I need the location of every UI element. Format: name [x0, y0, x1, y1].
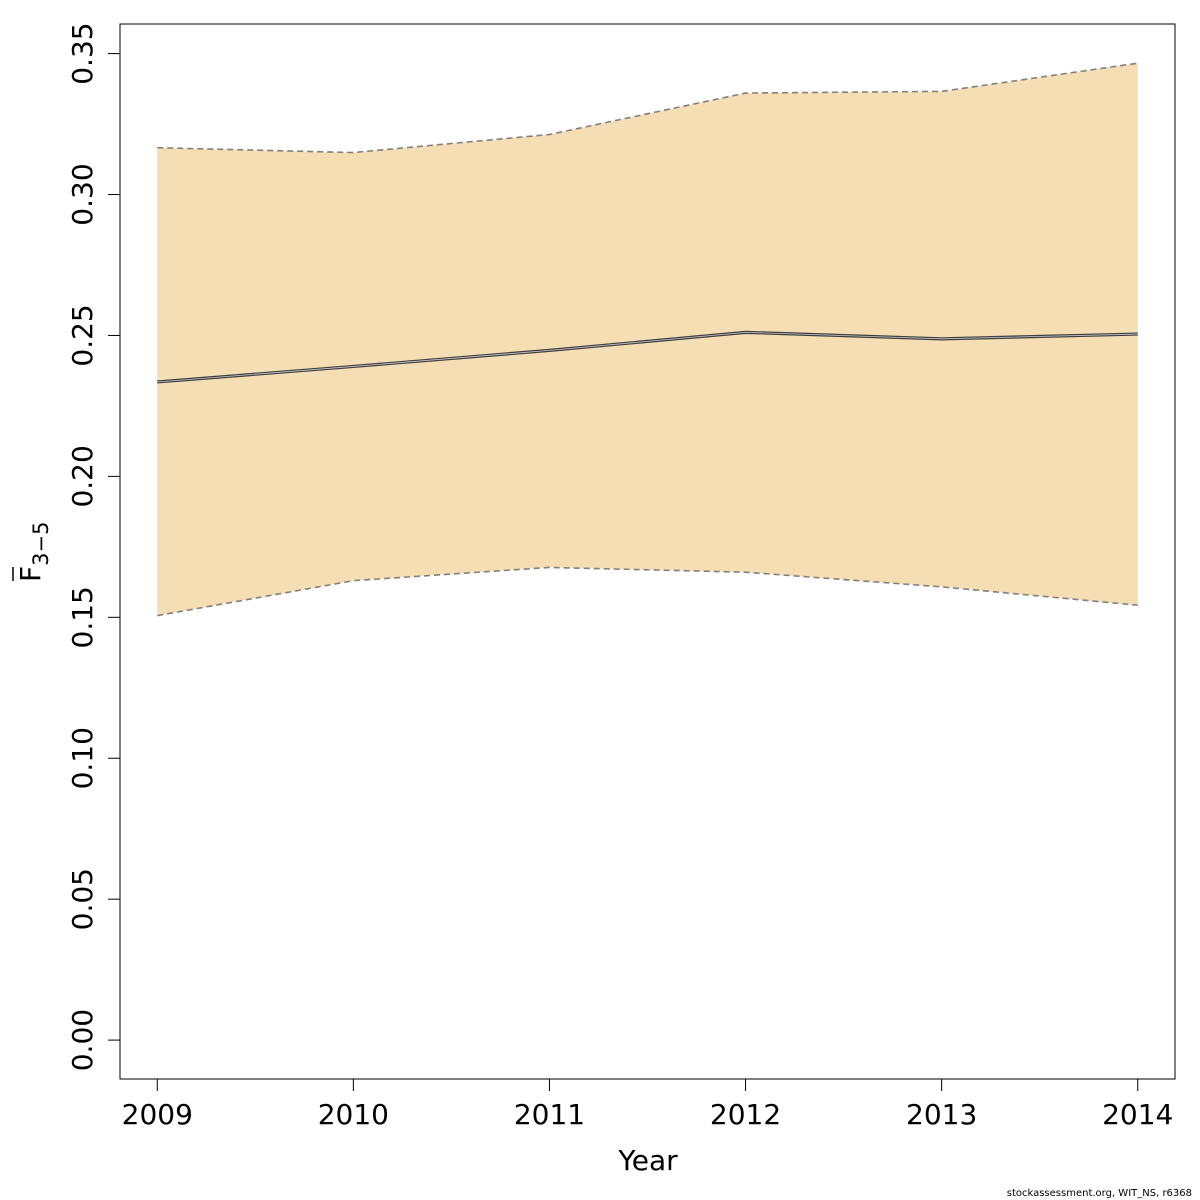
y-axis-title-main: F	[14, 566, 47, 582]
x-axis: 2009 2010 2011 2012 2013 2014	[122, 1079, 1173, 1131]
x-tick-label: 2012	[710, 1098, 781, 1131]
y-axis-title-subscript: 3−5	[29, 522, 53, 566]
series-line-highlight-0	[157, 331, 1138, 383]
footer-credit: stockassessment.org, WIT_NS, r6368	[1006, 1188, 1192, 1199]
y-tick-label: 0.35	[66, 22, 99, 84]
y-tick-label: 0.30	[66, 163, 99, 225]
upper-bound-line	[157, 62, 1138, 154]
y-axis: 0.00 0.05 0.10 0.15 0.20 0.25 0.30 0.35	[66, 22, 120, 1071]
lower-bound-line	[157, 566, 1138, 617]
x-tick-label: 2014	[1102, 1098, 1173, 1131]
series-line-layer	[157, 330, 1138, 384]
y-tick-label: 0.25	[66, 304, 99, 366]
x-tick-label: 2011	[514, 1098, 585, 1131]
y-tick-label: 0.20	[66, 445, 99, 507]
x-tick-label: 2010	[318, 1098, 389, 1131]
y-tick-label: 0.00	[66, 1009, 99, 1071]
y-tick-label: 0.15	[66, 586, 99, 648]
y-tick-label: 0.10	[66, 727, 99, 789]
plot-frame	[119, 23, 1176, 1080]
x-axis-title: Year	[617, 1144, 678, 1177]
y-tick-label: 0.05	[66, 868, 99, 930]
confidence-band-layer	[157, 62, 1138, 617]
confidence-band-area	[157, 63, 1138, 616]
x-tick-label: 2013	[906, 1098, 977, 1131]
x-tick-label: 2009	[122, 1098, 193, 1131]
y-axis-title: F3−5	[12, 522, 53, 582]
svg-text:F3−5: F3−5	[14, 522, 53, 582]
